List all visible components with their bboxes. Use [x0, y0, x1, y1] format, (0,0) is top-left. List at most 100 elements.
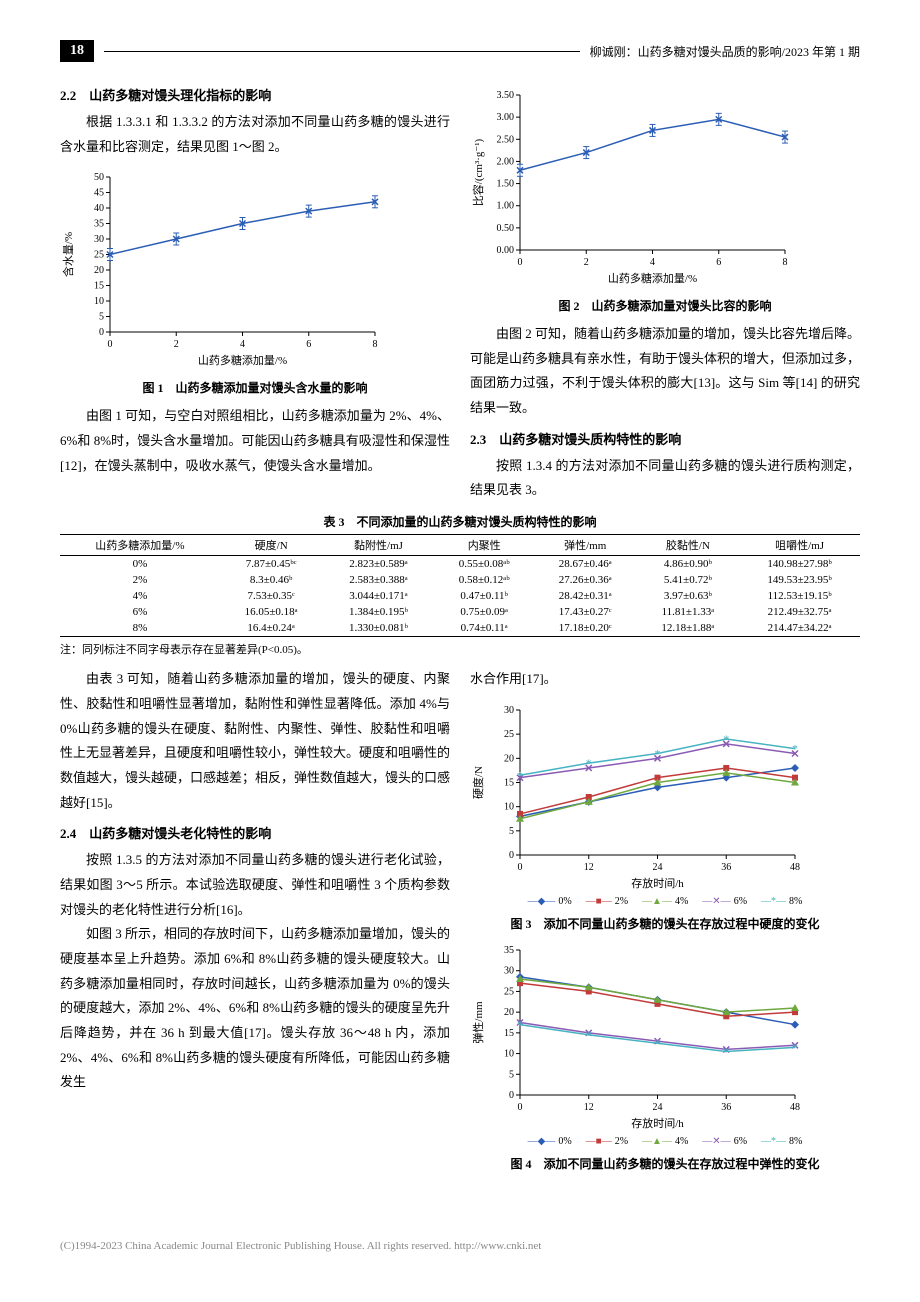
table-cell: 0%: [60, 556, 220, 573]
svg-text:30: 30: [94, 234, 104, 245]
table-cell: 214.47±34.22ᵃ: [739, 620, 860, 637]
svg-text:4: 4: [650, 257, 655, 268]
svg-text:0: 0: [509, 850, 514, 861]
svg-text:36: 36: [721, 862, 731, 873]
svg-text:0: 0: [518, 1102, 523, 1113]
fig4-caption: 图 4 添加不同量山药多糖的馒头在存放过程中弹性的变化: [470, 1155, 860, 1172]
left-col-upper: 2.2 山药多糖对馒头理化指标的影响 根据 1.3.3.1 和 1.3.3.2 …: [60, 77, 450, 503]
table-cell: 12.18±1.88ᵃ: [637, 620, 740, 637]
svg-text:4: 4: [240, 339, 245, 350]
table-cell: 1.330±0.081ᵇ: [322, 620, 434, 637]
svg-text:*: *: [586, 1028, 592, 1042]
sec-2-4-p1: 按照 1.3.5 的方法对添加不同量山药多糖的馒头进行老化试验，结果如图 3～5…: [60, 848, 450, 922]
svg-text:2.00: 2.00: [497, 156, 515, 167]
svg-text:0: 0: [518, 257, 523, 268]
table-cell: 2%: [60, 572, 220, 588]
svg-text:*: *: [517, 768, 523, 782]
sec-2-3-p1: 按照 1.3.4 的方法对添加不同量山药多糖的馒头进行质构测定，结果见表 3。: [470, 454, 860, 503]
legend-item: —*—8%: [761, 896, 802, 907]
svg-text:30: 30: [504, 705, 514, 716]
fig4-legend: —◆—0%—■—2%—▲—4%—✕—6%—*—8%: [470, 1136, 860, 1147]
lower-columns: 由表 3 可知，随着山药多糖添加量的增加，馒头的硬度、内聚性、胶黏性和咀嚼性显著…: [60, 667, 860, 1180]
figure-3: 051015202530012243648存放时间/h硬度/N***** —◆—…: [470, 700, 860, 907]
page-header: 18 柳诚刚：山药多糖对馒头品质的影响/2023 年第 1 期: [60, 40, 860, 62]
svg-text:10: 10: [94, 296, 104, 307]
table3-title: 表 3 不同添加量的山药多糖对馒头质构特性的影响: [60, 513, 860, 530]
svg-text:1.50: 1.50: [497, 179, 515, 190]
svg-text:比容/(cm³·g⁻¹): 比容/(cm³·g⁻¹): [471, 138, 485, 206]
table-cell: 16.4±0.24ᵃ: [220, 620, 323, 637]
svg-text:*: *: [655, 1036, 661, 1050]
legend-item: —✕—6%: [702, 1136, 747, 1147]
svg-text:48: 48: [790, 862, 800, 873]
svg-text:10: 10: [504, 801, 514, 812]
table-3: 山药多糖添加量/%硬度/N黏附性/mJ内聚性弹性/mm胶黏性/N咀嚼性/mJ 0…: [60, 534, 860, 637]
sec-2-4-heading: 2.4 山药多糖对馒头老化特性的影响: [60, 823, 450, 842]
sec-2-4-p2: 如图 3 所示，相同的存放时间下，山药多糖添加量增加，馒头的硬度基本呈上升趋势。…: [60, 922, 450, 1095]
sec-2-2-p1: 根据 1.3.3.1 和 1.3.3.2 的方法对添加不同量山药多糖的馒头进行含…: [60, 110, 450, 159]
table-cell: 27.26±0.36ᵃ: [534, 572, 637, 588]
table-cell: 0.58±0.12ᵃᵇ: [435, 572, 534, 588]
svg-text:45: 45: [94, 188, 104, 199]
svg-text:15: 15: [94, 281, 104, 292]
svg-text:8: 8: [783, 257, 788, 268]
table-cell: 0.74±0.11ᵃ: [435, 620, 534, 637]
svg-text:含水量/%: 含水量/%: [61, 232, 75, 277]
page-number: 18: [60, 40, 94, 62]
table3-col: 硬度/N: [220, 535, 323, 556]
table-row: 8%16.4±0.24ᵃ1.330±0.081ᵇ0.74±0.11ᵃ17.18±…: [60, 620, 860, 637]
svg-text:6: 6: [716, 257, 721, 268]
fig3-chart: 051015202530012243648存放时间/h硬度/N*****: [470, 700, 810, 890]
svg-text:10: 10: [504, 1048, 514, 1059]
svg-text:5: 5: [509, 826, 514, 837]
table-cell: 212.49±32.75ᵃ: [739, 604, 860, 620]
fig1-chart: 0510152025303540455002468山药多糖添加量/%含水量/%: [60, 167, 390, 367]
svg-text:*: *: [517, 1017, 523, 1031]
table3-body: 0%7.87±0.45ᵇᶜ2.823±0.589ᵃ0.55±0.08ᵃᵇ28.6…: [60, 556, 860, 637]
svg-text:1.00: 1.00: [497, 201, 515, 212]
svg-text:2: 2: [174, 339, 179, 350]
table-cell: 0.55±0.08ᵃᵇ: [435, 556, 534, 573]
svg-text:0.00: 0.00: [497, 245, 515, 256]
svg-text:2.50: 2.50: [497, 134, 515, 145]
figure-1: 0510152025303540455002468山药多糖添加量/%含水量/%: [60, 167, 450, 371]
svg-text:12: 12: [584, 862, 594, 873]
svg-text:5: 5: [99, 312, 104, 323]
fig2-para: 由图 2 可知，随着山药多糖添加量的增加，馒头比容先增后降。可能是山药多糖具有亲…: [470, 322, 860, 421]
fig4-chart: 05101520253035012243648存放时间/h弹性/mm*****: [470, 940, 810, 1130]
table-cell: 28.42±0.31ᵃ: [534, 588, 637, 604]
legend-item: —■—2%: [586, 896, 628, 907]
svg-text:0: 0: [509, 1090, 514, 1101]
table-cell: 5.41±0.72ᵇ: [637, 572, 740, 588]
table-cell: 28.67±0.46ᵃ: [534, 556, 637, 573]
svg-text:山药多糖添加量/%: 山药多糖添加量/%: [608, 271, 697, 285]
svg-text:36: 36: [721, 1102, 731, 1113]
left-col-lower: 由表 3 可知，随着山药多糖添加量的增加，馒头的硬度、内聚性、胶黏性和咀嚼性显著…: [60, 667, 450, 1180]
legend-item: —◆—0%: [528, 1136, 572, 1147]
svg-text:48: 48: [790, 1102, 800, 1113]
svg-text:35: 35: [504, 945, 514, 956]
legend-item: —*—8%: [761, 1136, 802, 1147]
svg-text:25: 25: [94, 250, 104, 261]
svg-text:*: *: [792, 1040, 798, 1054]
table-cell: 1.384±0.195ᵇ: [322, 604, 434, 620]
sec-2-3-heading: 2.3 山药多糖对馒头质构特性的影响: [470, 429, 860, 448]
svg-text:40: 40: [94, 203, 104, 214]
fig2-chart: 0.000.501.001.502.002.503.003.5002468山药多…: [470, 85, 800, 285]
table-cell: 6%: [60, 604, 220, 620]
table-cell: 3.044±0.171ᵃ: [322, 588, 434, 604]
legend-item: —▲—4%: [642, 896, 688, 907]
svg-text:存放时间/h: 存放时间/h: [631, 876, 684, 890]
table-cell: 7.87±0.45ᵇᶜ: [220, 556, 323, 573]
svg-text:山药多糖添加量/%: 山药多糖添加量/%: [198, 353, 287, 367]
table-cell: 3.97±0.63ᵇ: [637, 588, 740, 604]
table-cell: 140.98±27.98ᵇ: [739, 556, 860, 573]
table-cell: 11.81±1.33ᵃ: [637, 604, 740, 620]
table-row: 6%16.05±0.18ᵃ1.384±0.195ᵇ0.75±0.09ᵃ17.43…: [60, 604, 860, 620]
svg-text:0.50: 0.50: [497, 223, 515, 234]
header-article-info: 柳诚刚：山药多糖对馒头品质的影响/2023 年第 1 期: [590, 43, 860, 60]
right-col-upper: 0.000.501.001.502.002.503.003.5002468山药多…: [470, 77, 860, 503]
table-cell: 8%: [60, 620, 220, 637]
table3-header-row: 山药多糖添加量/%硬度/N黏附性/mJ内聚性弹性/mm胶黏性/N咀嚼性/mJ: [60, 535, 860, 556]
svg-text:25: 25: [504, 729, 514, 740]
